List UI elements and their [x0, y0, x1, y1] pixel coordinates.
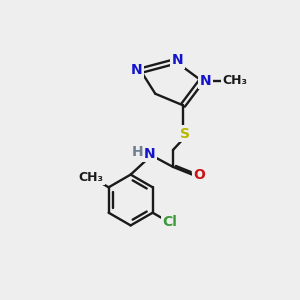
Text: H: H [132, 145, 143, 158]
Text: N: N [200, 74, 211, 88]
Text: CH₃: CH₃ [78, 171, 103, 184]
Text: Cl: Cl [163, 215, 178, 229]
Text: O: O [193, 168, 205, 182]
Text: CH₃: CH₃ [223, 74, 248, 87]
Text: N: N [172, 53, 183, 67]
Text: N: N [131, 63, 142, 77]
Text: N: N [143, 147, 155, 161]
Text: S: S [180, 127, 190, 141]
